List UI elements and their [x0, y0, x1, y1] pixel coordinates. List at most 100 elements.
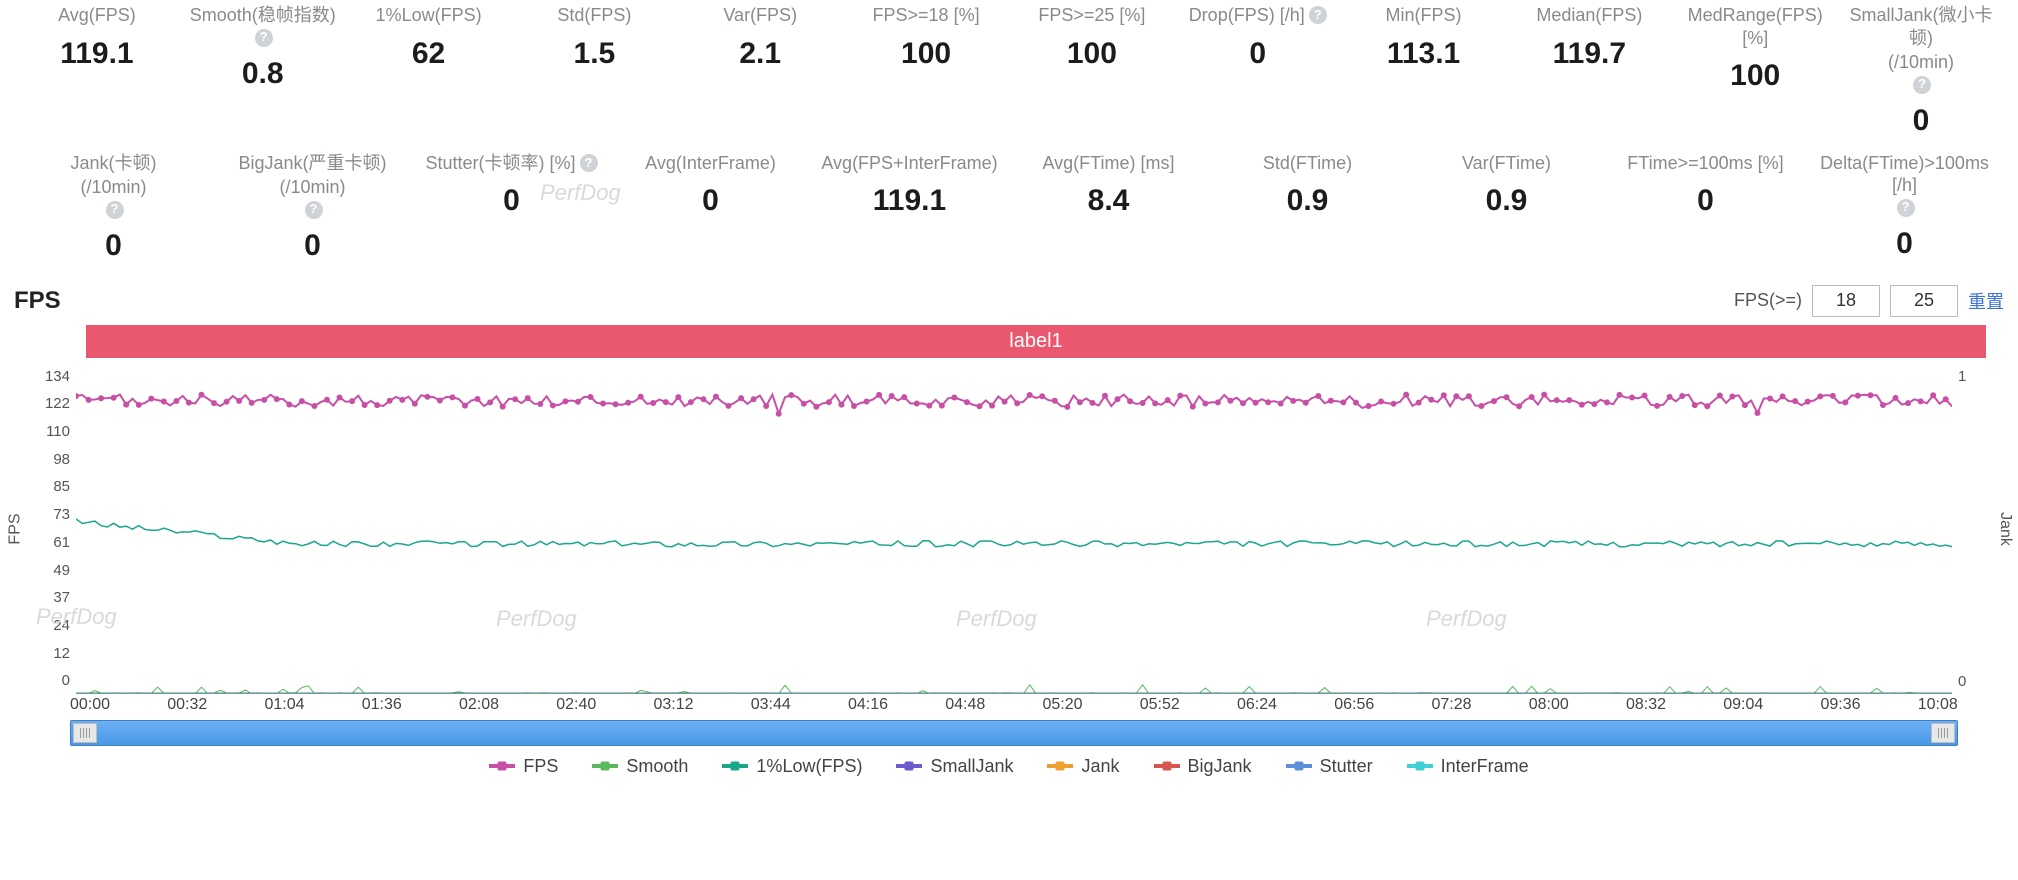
legend-item[interactable]: Jank [1047, 756, 1119, 777]
metric-value: 0 [1181, 37, 1335, 71]
help-icon[interactable]: ? [1913, 76, 1931, 94]
x-tick: 06:24 [1237, 696, 1277, 714]
metric-cell: SmallJank(微小卡顿)(/10min)? 0 [1838, 0, 2004, 142]
chart-plot[interactable]: PerfDog PerfDog PerfDog PerfDog [76, 364, 1952, 694]
y-tick: 122 [20, 395, 70, 412]
metric-label: Var(FPS) [683, 4, 837, 27]
metric-value: 119.1 [816, 184, 1003, 218]
legend-label: Smooth [626, 756, 688, 777]
reset-link[interactable]: 重置 [1968, 288, 2004, 314]
legend-item[interactable]: FPS [489, 756, 558, 777]
legend-swatch [1047, 764, 1073, 768]
x-tick: 03:44 [751, 696, 791, 714]
y-tick: 0 [1958, 673, 1998, 690]
metric-cell: Avg(InterFrame)0 [611, 148, 810, 267]
metric-cell: FTime>=100ms [%] 0 [1606, 148, 1805, 267]
scroll-handle-left[interactable] [73, 723, 97, 743]
metric-label: Jank(卡顿)(/10min)? [20, 152, 207, 219]
chart-label-banner[interactable]: label1 [86, 325, 1986, 358]
legend-label: Stutter [1320, 756, 1373, 777]
metric-value: 0 [1612, 184, 1799, 218]
fps-ge-label: FPS(>=) [1734, 290, 1802, 311]
metric-value: 0 [20, 229, 207, 263]
metric-value: 8.4 [1015, 184, 1202, 218]
metric-label: Delta(FTime)>100ms [/h]? [1811, 152, 1998, 217]
metric-cell: Avg(FPS)119.1 [14, 0, 180, 142]
metric-value: 100 [1678, 59, 1832, 93]
metric-label: FTime>=100ms [%] [1612, 152, 1799, 175]
x-tick: 04:48 [945, 696, 985, 714]
metric-cell: Var(FTime)0.9 [1407, 148, 1606, 267]
metric-value: 1.5 [517, 37, 671, 71]
chart-area: FPS 13412211098857361493724120 PerfDog P… [14, 364, 2004, 694]
y-tick: 98 [20, 451, 70, 468]
help-icon[interactable]: ? [1897, 199, 1915, 217]
metrics-row-2: Jank(卡顿)(/10min)?0BigJank(严重卡顿)(/10min)?… [14, 148, 2004, 267]
y-tick: 73 [20, 506, 70, 523]
metric-cell: Std(FPS) 1.5 [511, 0, 677, 142]
x-tick: 02:40 [556, 696, 596, 714]
metric-label: Min(FPS) [1347, 4, 1501, 27]
y-tick: 85 [20, 478, 70, 495]
x-tick: 09:04 [1723, 696, 1763, 714]
legend-swatch [1286, 764, 1312, 768]
legend-item[interactable]: Smooth [592, 756, 688, 777]
metric-value: 119.1 [20, 37, 174, 71]
help-icon[interactable]: ? [580, 154, 598, 172]
metric-label: FPS>=18 [%] [849, 4, 1003, 27]
fps-threshold-controls: FPS(>=) 重置 [1734, 285, 2004, 317]
metric-cell: Avg(FPS+InterFrame) 119.1 [810, 148, 1009, 267]
fps-threshold-1-input[interactable] [1812, 285, 1880, 317]
help-icon[interactable]: ? [255, 29, 273, 47]
metric-label: Drop(FPS) [/h]? [1181, 4, 1335, 27]
metric-cell: Avg(FTime) [ms]8.4 [1009, 148, 1208, 267]
x-tick: 08:32 [1626, 696, 1666, 714]
legend-label: BigJank [1188, 756, 1252, 777]
metric-value: 100 [849, 37, 1003, 71]
metric-label: Avg(FPS+InterFrame) [816, 152, 1003, 175]
metric-label: BigJank(严重卡顿)(/10min)? [219, 152, 406, 219]
legend-swatch [1407, 764, 1433, 768]
help-icon[interactable]: ? [1309, 6, 1327, 24]
scroll-handle-right[interactable] [1931, 723, 1955, 743]
metric-label: Std(FPS) [517, 4, 671, 27]
y-tick: 37 [20, 589, 70, 606]
metric-cell: Jank(卡顿)(/10min)? 0 [14, 148, 213, 267]
legend-label: SmallJank [930, 756, 1013, 777]
metric-value: 0.8 [186, 57, 340, 91]
x-tick: 02:08 [459, 696, 499, 714]
legend-item[interactable]: SmallJank [896, 756, 1013, 777]
metric-label: Smooth(稳帧指数)? [186, 4, 340, 47]
metric-cell: Min(FPS)113.1 [1341, 0, 1507, 142]
metric-cell: FPS>=25 [%]100 [1009, 0, 1175, 142]
x-tick: 07:28 [1432, 696, 1472, 714]
metric-label: SmallJank(微小卡顿)(/10min)? [1844, 4, 1998, 94]
x-tick: 04:16 [848, 696, 888, 714]
chart-time-scrollbar[interactable] [70, 720, 1958, 746]
y-tick: 0 [20, 672, 70, 689]
legend-item[interactable]: 1%Low(FPS) [722, 756, 862, 777]
y-axis-right-label: Jank [1996, 512, 2014, 546]
legend-swatch [896, 764, 922, 768]
metric-cell: BigJank(严重卡顿)(/10min)?0 [213, 148, 412, 267]
legend-item[interactable]: BigJank [1154, 756, 1252, 777]
legend-item[interactable]: Stutter [1286, 756, 1373, 777]
metric-value: 0 [1844, 104, 1998, 138]
help-icon[interactable]: ? [305, 201, 323, 219]
y-tick: 1 [1958, 368, 1998, 385]
y-tick: 134 [20, 368, 70, 385]
legend-item[interactable]: InterFrame [1407, 756, 1529, 777]
metric-value: 100 [1015, 37, 1169, 71]
x-axis: 00:0000:3201:0401:3602:0802:4003:1203:44… [70, 696, 1958, 714]
metric-cell: 1%Low(FPS)62 [346, 0, 512, 142]
fps-threshold-2-input[interactable] [1890, 285, 1958, 317]
metric-cell: FPS>=18 [%] 100 [843, 0, 1009, 142]
x-tick: 09:36 [1821, 696, 1861, 714]
legend-label: 1%Low(FPS) [756, 756, 862, 777]
metric-label: Stutter(卡顿率) [%]? [418, 152, 605, 175]
x-tick: 01:36 [362, 696, 402, 714]
x-tick: 05:52 [1140, 696, 1180, 714]
metric-value: 119.7 [1512, 37, 1666, 71]
help-icon[interactable]: ? [106, 201, 124, 219]
x-tick: 00:00 [70, 696, 110, 714]
